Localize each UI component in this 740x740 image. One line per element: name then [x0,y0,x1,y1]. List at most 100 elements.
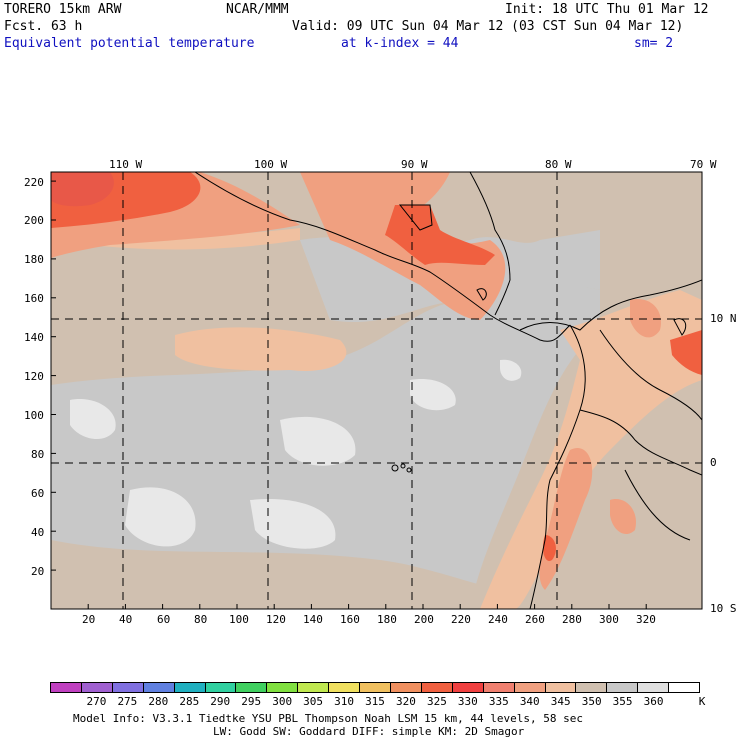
y-tick-label: 180 [24,253,44,266]
lat-label: 10 N [710,312,737,325]
init-time: Init: 18 UTC Thu 01 Mar 12 [505,2,709,17]
caribbean-coastline [469,172,511,316]
field-patch-355 [70,399,116,440]
x-tick-label: 140 [303,613,323,626]
colorbar-label: 360 [643,695,664,708]
colorbar-segment [607,683,639,692]
colorbar-segment [514,683,546,692]
colorbar-segment [452,683,484,692]
y-tick-label: 160 [24,292,44,305]
lat-label: 10 S [710,602,737,615]
colorbar-segment [483,683,515,692]
lon-label: 110 W [109,158,143,171]
field-region-345-south-america [480,290,702,609]
colorbar-segment [205,683,237,692]
lon-label: 80 W [545,158,572,171]
y-tick-label: 80 [31,448,45,461]
colorbar-label: 335 [488,695,509,708]
plot-frame [50,171,703,610]
y-tick-label: 120 [24,370,44,383]
colorbar-label: 300 [272,695,293,708]
level-info: at k-index = 44 [341,36,459,51]
colorbar-segment [329,683,361,692]
x-tick-label: 40 [119,613,133,626]
y-tick-label: 220 [24,176,44,189]
colorbar-segment [174,683,206,692]
y-tick-label: 40 [31,526,45,539]
colorbar-segment [669,683,700,692]
x-tick-label: 260 [525,613,545,626]
field-patch-355 [500,359,522,381]
field-patch-355 [125,487,196,547]
x-tick-label: 100 [229,613,249,626]
organization: NCAR/MMM [226,2,289,17]
x-tick-label: 240 [488,613,508,626]
colombia-border [599,329,702,421]
lon-label: 70 W [690,158,717,171]
lon-label: 90 W [401,158,428,171]
colorbar-segment [51,683,82,692]
lat-label: 0 [710,456,717,469]
colorbar-segment [81,683,113,692]
field-region-345-south [51,540,500,609]
colorbar-label: 310 [334,695,354,708]
colorbar-label: 330 [457,695,478,708]
colorbar-label: 315 [365,695,385,708]
field-patch-340 [630,299,661,338]
colorbar-segment [298,683,330,692]
model-info-line: Model Info: V3.3.1 Tiedtke YSU PBL Thomp… [73,712,583,725]
colorbar-unit: K [698,695,706,708]
galapagos-islands [400,463,406,469]
x-tick-label: 220 [451,613,471,626]
colorbar-label: 350 [581,695,602,708]
colorbar [50,682,700,693]
x-tick-label: 20 [82,613,96,626]
colorbar-label: 280 [148,695,169,708]
colorbar-label: 305 [303,695,324,708]
y-tick-label: 140 [24,331,44,344]
colorbar-label: 295 [241,695,262,708]
peru-brazil-border [624,469,691,541]
field-patch-355 [410,379,456,411]
pacific-coastline [194,172,571,342]
galapagos-islands [391,464,399,472]
colorbar-segment [421,683,453,692]
y-tick-label: 60 [31,487,45,500]
lake-maracaibo [673,318,687,336]
colorbar-segment [390,683,422,692]
colorbar-label: 355 [612,695,633,708]
ecuador-peru-border [579,409,702,476]
colorbar-label: 270 [86,695,107,708]
field-patch-330-east [670,330,702,375]
x-tick-label: 200 [414,613,434,626]
field-patch-340 [610,499,636,535]
lon-label: 100 W [254,158,288,171]
colorbar-segment [267,683,299,692]
colorbar-segment [638,683,670,692]
colorbar-label: 340 [519,695,540,708]
field-region-330b [51,172,114,207]
field-patch-330 [542,535,556,561]
colorbar-label: 345 [550,695,571,708]
south-america-west-coast [529,324,586,609]
x-tick-label: 320 [636,613,656,626]
colorbar-segment [545,683,577,692]
valid-time: Valid: 09 UTC Sun 04 Mar 12 (03 CST Sun … [292,19,684,34]
colorbar-label: 290 [210,695,231,708]
x-tick-label: 160 [340,613,360,626]
colorbar-segment [576,683,608,692]
x-tick-label: 80 [194,613,208,626]
colorbar-segment [143,683,175,692]
colorbar-segment [236,683,268,692]
colorbar-segment [112,683,144,692]
field-name: Equivalent potential temperature [4,36,255,51]
model-title: TORERO 15km ARW [4,2,122,17]
colorbar-segment [360,683,391,692]
colorbar-label: 285 [179,695,200,708]
colorbar-label: 325 [426,695,447,708]
y-tick-label: 20 [31,565,45,578]
forecast-hour: Fcst. 63 h [4,19,83,34]
colorbar-label: 320 [396,695,416,708]
x-tick-label: 180 [377,613,397,626]
